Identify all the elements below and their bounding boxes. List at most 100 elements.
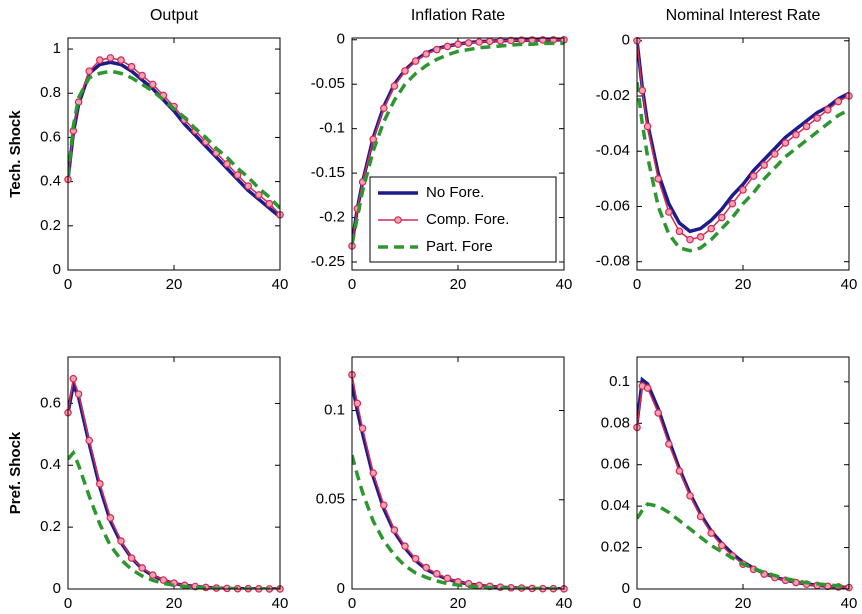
subplot-title: Output bbox=[150, 7, 199, 24]
point-marker bbox=[369, 469, 378, 477]
point-marker bbox=[760, 161, 769, 169]
x-tick-label: 0 bbox=[348, 276, 356, 293]
x-tick-label: 40 bbox=[272, 595, 289, 612]
point-marker bbox=[638, 86, 647, 95]
point-marker bbox=[739, 186, 747, 194]
point-marker bbox=[485, 37, 494, 46]
y-tick-label: 0 bbox=[337, 31, 345, 48]
point-marker bbox=[696, 233, 705, 241]
x-tick-label: 40 bbox=[272, 276, 289, 293]
x-tick-label: 40 bbox=[556, 595, 573, 612]
subplot-title: Nominal Interest Rate bbox=[666, 7, 821, 24]
point-marker bbox=[369, 135, 378, 144]
y-tick-label: 0.04 bbox=[601, 497, 630, 514]
point-marker bbox=[254, 191, 263, 199]
legend-label: Comp. Fore. bbox=[426, 211, 509, 228]
y-tick-label: 0.1 bbox=[324, 402, 345, 419]
y-tick-label: 0 bbox=[53, 261, 61, 278]
y-tick-label: 0.2 bbox=[40, 518, 61, 535]
point-marker bbox=[823, 106, 832, 114]
y-axis-label: Tech. Shock bbox=[7, 110, 24, 198]
x-tick-label: 40 bbox=[841, 276, 858, 293]
y-tick-label: 0.06 bbox=[601, 456, 630, 473]
point-marker bbox=[707, 224, 716, 233]
point-marker bbox=[149, 571, 157, 579]
series-line bbox=[68, 60, 280, 219]
point-marker bbox=[265, 199, 274, 208]
x-tick-label: 0 bbox=[348, 595, 356, 612]
y-tick-label: 0.6 bbox=[40, 394, 61, 411]
point-marker bbox=[353, 399, 362, 408]
point-marker bbox=[422, 50, 431, 58]
point-marker bbox=[432, 570, 441, 578]
legend-label: No Fore. bbox=[426, 184, 484, 201]
point-marker bbox=[654, 409, 663, 417]
point-marker bbox=[117, 56, 125, 64]
point-marker bbox=[781, 139, 790, 147]
y-tick-label: -0.25 bbox=[311, 253, 345, 270]
y-tick-label: 0.6 bbox=[40, 128, 61, 145]
series-line bbox=[68, 57, 280, 216]
x-tick-label: 0 bbox=[64, 595, 72, 612]
point-marker bbox=[138, 564, 147, 572]
point-marker bbox=[379, 104, 388, 113]
point-marker bbox=[106, 54, 115, 62]
series-line bbox=[637, 384, 849, 589]
point-marker bbox=[390, 526, 399, 534]
y-tick-label: 0.05 bbox=[316, 491, 345, 508]
point-marker bbox=[223, 160, 231, 168]
point-marker bbox=[96, 480, 104, 488]
point-marker bbox=[643, 384, 652, 392]
series-line bbox=[352, 39, 564, 247]
series-line bbox=[68, 449, 280, 589]
point-marker bbox=[834, 97, 843, 106]
axes-frame bbox=[67, 356, 281, 590]
x-tick-label: 40 bbox=[841, 595, 858, 612]
x-tick-label: 20 bbox=[450, 595, 467, 612]
y-tick-label: 1 bbox=[53, 40, 61, 57]
point-marker bbox=[475, 38, 484, 46]
y-tick-label: -0.15 bbox=[311, 164, 345, 181]
series-line bbox=[352, 41, 564, 245]
point-marker bbox=[127, 554, 136, 562]
y-tick-label: -0.04 bbox=[596, 142, 630, 159]
point-marker bbox=[69, 374, 78, 383]
point-marker bbox=[802, 122, 811, 131]
x-tick-label: 20 bbox=[735, 276, 752, 293]
x-tick-label: 40 bbox=[556, 276, 573, 293]
y-axis-label: Pref. Shock bbox=[7, 431, 24, 514]
point-marker bbox=[675, 227, 684, 236]
x-tick-label: 20 bbox=[735, 595, 752, 612]
point-marker bbox=[85, 67, 94, 75]
y-tick-label: 0 bbox=[622, 32, 630, 49]
point-marker bbox=[159, 576, 168, 584]
legend-label: Part. Fore bbox=[426, 238, 493, 255]
y-tick-label: 0 bbox=[622, 580, 630, 597]
point-marker bbox=[496, 37, 505, 45]
subplot-title: Inflation Rate bbox=[411, 7, 505, 24]
y-tick-label: 0.8 bbox=[40, 84, 61, 101]
axes-frame bbox=[351, 356, 565, 590]
point-marker bbox=[792, 130, 800, 139]
point-marker bbox=[454, 40, 462, 49]
point-marker bbox=[401, 67, 409, 75]
series-line bbox=[637, 40, 849, 241]
point-marker bbox=[117, 537, 125, 545]
point-marker bbox=[675, 467, 684, 475]
point-marker bbox=[443, 42, 452, 51]
axes-frame bbox=[351, 37, 565, 271]
point-marker bbox=[379, 501, 388, 509]
point-marker bbox=[654, 175, 663, 183]
point-marker bbox=[717, 541, 726, 550]
y-tick-label: 0.02 bbox=[601, 539, 630, 556]
axes-frame bbox=[636, 356, 850, 590]
y-tick-label: -0.06 bbox=[596, 197, 630, 214]
point-marker bbox=[422, 563, 431, 572]
y-tick-label: 0.1 bbox=[609, 373, 630, 390]
series-line bbox=[637, 376, 849, 589]
point-marker bbox=[717, 213, 726, 222]
series-line bbox=[352, 454, 564, 589]
point-marker bbox=[707, 529, 716, 537]
point-marker bbox=[106, 514, 115, 522]
series-line bbox=[637, 502, 849, 589]
